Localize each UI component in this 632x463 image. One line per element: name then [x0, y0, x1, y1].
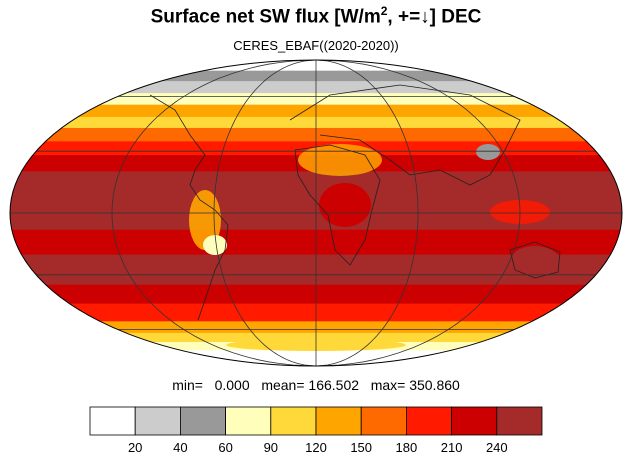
min-value: 0.000	[214, 377, 250, 393]
coastline-americas	[149, 94, 229, 321]
amazon-feature	[203, 235, 227, 255]
colorbar-swatch	[405, 406, 452, 436]
colorbar-swatch	[496, 406, 543, 436]
colorbar-swatch	[89, 406, 136, 436]
min-label: min=	[172, 377, 203, 393]
sahara-feature	[298, 144, 382, 176]
colorbar-tick-label: 40	[173, 440, 188, 455]
south-america-feature	[189, 190, 221, 250]
colorbar-swatch	[225, 406, 272, 436]
map-boundary	[9, 59, 623, 367]
central-africa-feature	[319, 183, 371, 227]
coastline-africa	[294, 144, 381, 266]
coastline-eurasia	[289, 84, 521, 186]
colorbar-tick-label: 120	[305, 440, 327, 455]
title-superscript: 2	[380, 4, 388, 18]
title-end: , +=↓] DEC	[387, 6, 482, 28]
australia-feature	[511, 246, 559, 274]
colorbar-tick-label: 60	[218, 440, 233, 455]
coastlines	[149, 84, 561, 321]
title-main: Surface net SW flux [W/m	[150, 6, 381, 28]
graticule	[10, 60, 622, 366]
colorbar-swatch	[315, 406, 362, 436]
statistics-line: min= 0.000 mean= 166.502 max= 350.860	[0, 377, 632, 393]
max-value: 350.860	[409, 377, 460, 393]
colorbar-swatch	[134, 406, 181, 436]
tibet-feature	[476, 144, 500, 160]
colorbar-tick-label: 210	[440, 440, 463, 455]
colorbar-swatch	[451, 406, 498, 436]
max-label: max=	[370, 377, 406, 393]
colorbar	[89, 406, 543, 436]
colorbar-tick-label: 180	[395, 440, 418, 455]
colorbar-swatch	[360, 406, 407, 436]
map-title: Surface net SW flux [W/m2, +=↓] DEC	[0, 4, 632, 28]
mean-label: mean=	[261, 377, 305, 393]
map-subtitle: CERES_EBAF((2020-2020))	[233, 38, 399, 53]
colorbar-swatch	[270, 406, 317, 436]
coastline-australia	[509, 241, 561, 279]
mean-value: 166.502	[308, 377, 360, 393]
colorbar-tick-label: 90	[263, 440, 279, 455]
colorbar-tick-label: 150	[350, 440, 373, 455]
colorbar-swatch	[179, 406, 226, 436]
colorbar-tick-label: 20	[127, 440, 143, 455]
colorbar-tick-label: 240	[485, 440, 508, 455]
